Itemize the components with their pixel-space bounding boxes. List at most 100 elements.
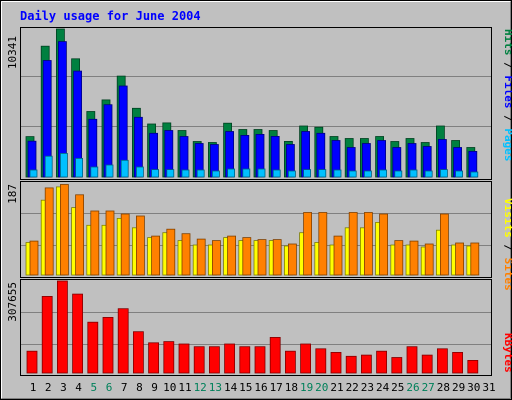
bar-sites-19 — [303, 212, 313, 276]
bar-kbytes-30 — [467, 359, 479, 374]
bar-kbytes-12 — [193, 346, 205, 374]
bar-pages-12 — [196, 169, 205, 178]
x-tick-label-27: 27 — [422, 381, 435, 394]
x-tick-label-7: 7 — [121, 381, 128, 394]
bar-pages-2 — [44, 155, 53, 178]
legend-kbytes: KBytes — [502, 333, 512, 373]
bar-sites-14 — [227, 235, 237, 276]
x-axis-labels: 1 2 3 4 5 6 7 8 9 10 11 12 13 14 15 16 17 18 19 20 21 22 23 24 2… — [30, 381, 496, 394]
bar-kbytes-18 — [284, 350, 296, 374]
kbytes-ymax-label: 307655 — [6, 282, 19, 322]
bar-sites-8 — [135, 215, 145, 276]
bar-pages-29 — [455, 170, 464, 178]
bar-kbytes-23 — [360, 354, 372, 374]
x-tick-label-4: 4 — [75, 381, 82, 394]
bar-pages-30 — [470, 171, 479, 178]
x-tick-label-23: 23 — [361, 381, 374, 394]
svg-text:Visits / Sites: Visits / Sites — [502, 198, 512, 291]
x-tick-label-5: 5 — [90, 381, 97, 394]
bar-sites-20 — [318, 212, 328, 276]
x-tick-label-13: 13 — [209, 381, 222, 394]
bar-sites-2 — [44, 187, 54, 276]
bar-kbytes-6 — [102, 316, 114, 374]
bar-pages-27 — [424, 170, 433, 178]
bar-kbytes-2 — [41, 295, 53, 374]
x-tick-label-20: 20 — [315, 381, 328, 394]
bar-sites-29 — [455, 242, 465, 276]
bar-sites-25 — [394, 240, 404, 276]
bar-sites-11 — [181, 233, 191, 276]
bar-kbytes-9 — [148, 342, 160, 374]
visits-ymax-label: 187 — [6, 184, 19, 204]
legend-visits: Visits — [502, 198, 512, 238]
bar-sites-18 — [287, 243, 297, 276]
bars-layer — [25, 28, 480, 374]
bar-sites-27 — [424, 243, 434, 276]
bar-kbytes-24 — [376, 350, 388, 374]
x-tick-label-2: 2 — [45, 381, 52, 394]
bar-pages-18 — [287, 170, 296, 178]
svg-text:Hits / Files / Pages: Hits / Files / Pages — [502, 29, 512, 162]
bar-pages-16 — [257, 168, 266, 178]
visits-legend: Visits / Sites — [502, 198, 512, 291]
bar-pages-24 — [379, 169, 388, 178]
hits-ymax-label: 10341 — [6, 36, 19, 69]
legend-hits: Hits — [502, 29, 512, 56]
x-tick-label-6: 6 — [106, 381, 113, 394]
x-tick-label-14: 14 — [224, 381, 238, 394]
bar-pages-14 — [227, 168, 236, 178]
bar-pages-1 — [29, 169, 38, 178]
bar-sites-4 — [75, 194, 84, 276]
bar-pages-5 — [90, 166, 99, 178]
bar-kbytes-11 — [178, 343, 190, 374]
bar-sites-28 — [439, 213, 449, 276]
bar-sites-24 — [379, 213, 389, 276]
bar-kbytes-27 — [421, 354, 433, 374]
bar-pages-28 — [439, 169, 448, 178]
bar-sites-23 — [363, 212, 373, 276]
x-tick-label-3: 3 — [60, 381, 67, 394]
x-tick-label-16: 16 — [254, 381, 267, 394]
x-tick-label-12: 12 — [194, 381, 207, 394]
x-tick-label-25: 25 — [391, 381, 404, 394]
bar-kbytes-1 — [26, 350, 38, 374]
bar-sites-13 — [211, 240, 221, 276]
bar-kbytes-5 — [87, 321, 99, 374]
bar-sites-21 — [333, 235, 343, 276]
bar-kbytes-21 — [330, 351, 342, 374]
x-tick-label-15: 15 — [239, 381, 252, 394]
bar-sites-17 — [272, 239, 282, 276]
bar-kbytes-15 — [239, 346, 251, 374]
bar-pages-6 — [105, 164, 114, 178]
x-tick-label-28: 28 — [437, 381, 450, 394]
bar-kbytes-22 — [345, 355, 357, 374]
x-tick-label-21: 21 — [330, 381, 343, 394]
bar-sites-15 — [242, 237, 252, 276]
bar-sites-22 — [348, 212, 358, 276]
bar-kbytes-26 — [406, 346, 418, 374]
chart-title: Daily usage for June 2004 — [20, 9, 201, 23]
x-tick-label-9: 9 — [151, 381, 158, 394]
bar-sites-12 — [196, 238, 206, 276]
x-tick-label-30: 30 — [467, 381, 480, 394]
bar-kbytes-25 — [391, 357, 403, 374]
bar-sites-26 — [409, 240, 419, 276]
bar-pages-13 — [211, 170, 220, 178]
bar-kbytes-28 — [436, 348, 448, 374]
x-tick-label-19: 19 — [300, 381, 313, 394]
x-tick-label-10: 10 — [163, 381, 176, 394]
x-tick-label-1: 1 — [30, 381, 37, 394]
bar-pages-17 — [272, 169, 281, 178]
legend-sites: Sites — [502, 258, 512, 291]
x-tick-label-31: 31 — [482, 381, 495, 394]
bar-sites-1 — [29, 240, 39, 276]
bar-pages-8 — [135, 166, 144, 178]
bar-kbytes-14 — [224, 343, 236, 374]
bar-kbytes-7 — [117, 308, 129, 374]
bar-pages-20 — [318, 169, 327, 178]
x-tick-label-8: 8 — [136, 381, 143, 394]
bar-pages-11 — [181, 169, 190, 178]
bar-sites-10 — [166, 228, 176, 276]
bar-pages-15 — [242, 168, 251, 178]
